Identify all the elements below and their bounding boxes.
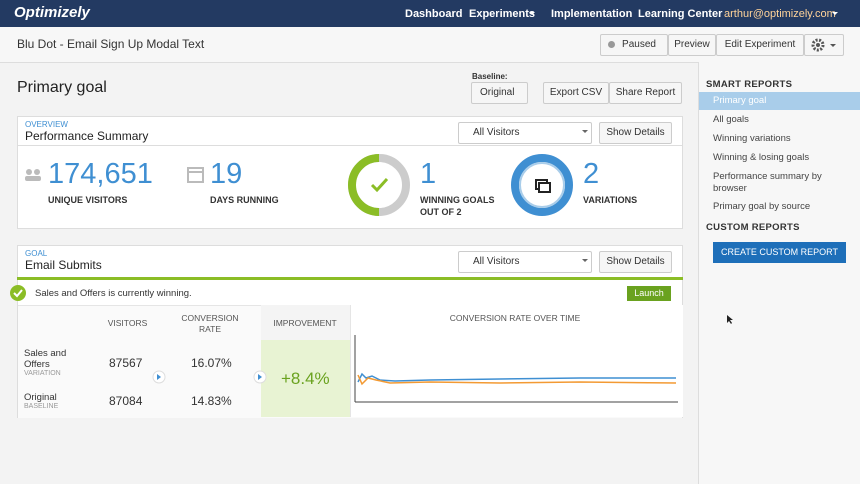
logo[interactable]: Optimizely <box>14 4 90 21</box>
stat-label: WINNING GOALS OUT OF 2 <box>420 195 495 217</box>
report-link[interactable]: Winning variations <box>713 133 791 144</box>
status-dot <box>608 41 615 48</box>
overview-kicker: OVERVIEW <box>25 120 68 129</box>
stat-value: 19 <box>210 158 243 190</box>
launch-button[interactable]: Launch <box>627 286 671 301</box>
winning-banner: Sales and Offers is currently winning. <box>35 288 192 299</box>
goal-kicker: GOAL <box>25 249 48 258</box>
trend-chart <box>354 335 678 403</box>
baseline-label: Baseline: <box>472 72 508 81</box>
winning-bar <box>17 277 683 280</box>
user-menu[interactable]: arthur@optimizely.com <box>724 8 836 20</box>
check-icon <box>10 285 26 301</box>
stat-value: 1 <box>420 158 437 190</box>
sidebar-heading: SMART REPORTS <box>706 79 793 90</box>
column-header: CONVERSION RATE OVER TIME <box>449 313 581 323</box>
visitors-cell: 87567 <box>109 356 143 370</box>
divider <box>17 145 683 146</box>
export-button[interactable]: Export CSV <box>543 82 609 104</box>
gear-icon <box>811 38 836 52</box>
stat-value: 174,651 <box>48 158 153 190</box>
report-link[interactable]: Primary goal by source <box>713 201 811 212</box>
edit-button[interactable]: Edit Experiment <box>716 34 804 56</box>
improvement-cell <box>261 340 350 417</box>
top-nav <box>0 0 860 27</box>
report-link[interactable]: All goals <box>713 114 749 125</box>
row-arrows <box>152 370 267 384</box>
overview-title: Performance Summary <box>25 129 149 143</box>
cursor <box>727 315 733 324</box>
row-tag: BASELINE <box>24 403 59 410</box>
row-name: Original <box>24 392 57 403</box>
nav-link[interactable]: Implementation <box>551 8 633 20</box>
column-header: VISITORS <box>107 318 148 328</box>
stat-label: DAYS RUNNING <box>210 195 279 205</box>
rate-cell: 14.83% <box>191 394 232 408</box>
stat-label: VARIATIONS <box>583 195 638 205</box>
show-details[interactable]: Show Details <box>599 251 672 273</box>
nav-link[interactable]: Dashboard <box>405 8 463 20</box>
stat-value: 2 <box>583 158 600 190</box>
nav-link[interactable]: Learning Center <box>638 8 723 20</box>
create-report-button[interactable]: CREATE CUSTOM REPORT <box>713 242 846 263</box>
nav-carets <box>529 12 838 15</box>
goal-title: Email Submits <box>25 258 102 272</box>
status-button[interactable]: Paused <box>600 34 668 56</box>
report-link[interactable]: Winning & losing goals <box>713 152 810 163</box>
row-tag: VARIATION <box>24 370 61 377</box>
page-heading: Primary goal <box>17 79 107 96</box>
visitors-filter[interactable]: All Visitors <box>458 122 592 144</box>
sidebar <box>698 62 860 484</box>
sidebar-heading: CUSTOM REPORTS <box>706 222 800 233</box>
show-details[interactable]: Show Details <box>599 122 672 144</box>
experiment-title: Blu Dot - Email Sign Up Modal Text <box>17 37 205 51</box>
baseline-select[interactable]: Original <box>471 82 528 104</box>
column-header: IMPROVEMENT <box>273 318 337 328</box>
report-link[interactable]: Primary goal <box>713 95 767 106</box>
active-item-bg <box>699 92 860 110</box>
nav-link[interactable]: Experiments <box>469 8 536 20</box>
column-header: CONVERSION RATE <box>181 313 239 334</box>
overview-icons <box>25 154 573 216</box>
rate-cell: 16.07% <box>191 356 232 370</box>
row-name: Sales and Offers <box>24 348 67 370</box>
visitors-cell: 87084 <box>109 394 143 408</box>
select-carets <box>582 130 588 262</box>
visitors-filter[interactable]: All Visitors <box>458 251 592 273</box>
report-link[interactable]: Performance summary by browser <box>713 171 822 194</box>
share-button[interactable]: Share Report <box>609 82 682 104</box>
preview-button[interactable]: Preview <box>668 34 716 56</box>
improvement-value: +8.4% <box>281 369 330 388</box>
chart-column <box>350 305 683 417</box>
stat-label: UNIQUE VISITORS <box>48 195 128 205</box>
